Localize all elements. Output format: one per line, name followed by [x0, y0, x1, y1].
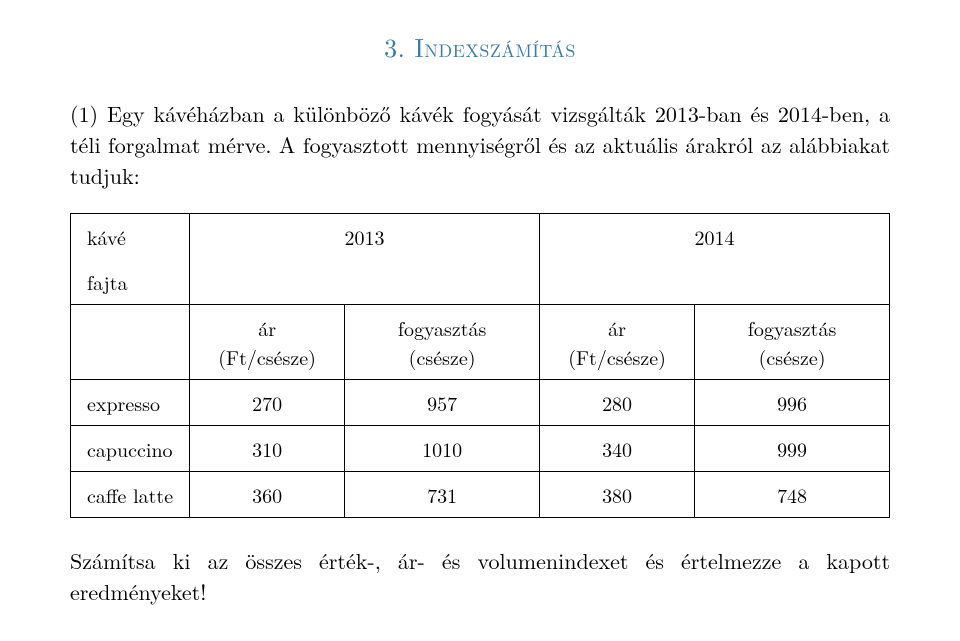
- table-corner-bottom: fajta: [71, 259, 190, 305]
- section-number: 3.: [384, 28, 405, 65]
- subheader-price-2013: ár (Ft/csésze): [190, 305, 345, 380]
- table-empty-cell: [540, 259, 890, 305]
- row-val: 999: [695, 426, 890, 472]
- row-val: 270: [190, 380, 345, 426]
- row-name: expresso: [71, 380, 190, 426]
- row-val: 360: [190, 472, 345, 518]
- table-corner-top: kávé: [71, 214, 190, 260]
- row-val: 1010: [345, 426, 540, 472]
- table-year-2014: 2014: [540, 214, 890, 260]
- table-row: expresso 270 957 280 996: [71, 380, 890, 426]
- row-val: 957: [345, 380, 540, 426]
- row-val: 310: [190, 426, 345, 472]
- table-empty-cell: [71, 305, 190, 380]
- row-val: 280: [540, 380, 695, 426]
- table-empty-cell: [190, 259, 540, 305]
- row-val: 380: [540, 472, 695, 518]
- problem-number: (1): [70, 98, 98, 129]
- row-val: 996: [695, 380, 890, 426]
- row-val: 731: [345, 472, 540, 518]
- row-name: capuccino: [71, 426, 190, 472]
- section-title-text: Indexszámítás: [414, 28, 575, 65]
- task-text: Számítsa ki az összes érték-, ár- és vol…: [70, 546, 890, 608]
- table-row: capuccino 310 1010 340 999: [71, 426, 890, 472]
- row-val: 340: [540, 426, 695, 472]
- row-val: 748: [695, 472, 890, 518]
- table-year-2013: 2013: [190, 214, 540, 260]
- section-heading: 3. Indexszámítás: [70, 28, 890, 65]
- table-row: caffe latte 360 731 380 748: [71, 472, 890, 518]
- data-table: kávé 2013 2014 fajta ár (Ft/csésze) fogy…: [70, 213, 890, 518]
- problem-text: Egy kávéházban a különböző kávék fogyásá…: [70, 98, 890, 191]
- row-name: caffe latte: [71, 472, 190, 518]
- subheader-qty-2013: fogyasztás (csésze): [345, 305, 540, 380]
- subheader-qty-2014: fogyasztás (csésze): [695, 305, 890, 380]
- problem-statement: (1) Egy kávéházban a különböző kávék fog…: [70, 99, 890, 191]
- subheader-price-2014: ár (Ft/csésze): [540, 305, 695, 380]
